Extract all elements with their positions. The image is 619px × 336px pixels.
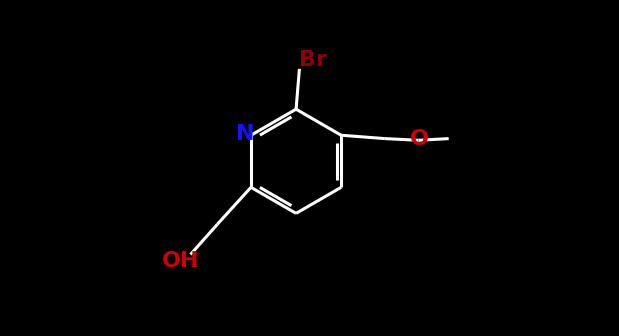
- Text: Br: Br: [299, 50, 327, 71]
- Text: O: O: [410, 129, 428, 149]
- Text: N: N: [236, 124, 254, 143]
- Text: OH: OH: [162, 251, 199, 270]
